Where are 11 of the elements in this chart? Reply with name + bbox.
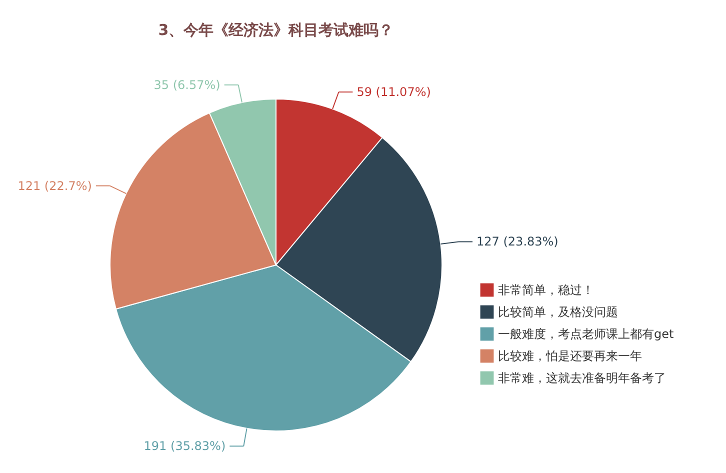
legend-label: 非常难，这就去准备明年备考了	[498, 371, 666, 385]
legend-label: 比较难，怕是还要再来一年	[498, 349, 642, 363]
chart-title: 3、今年《经济法》科目考试难吗？	[158, 21, 394, 39]
legend-label: 一般难度，考点老师课上都有get	[498, 327, 674, 341]
legend-label: 比较简单，及格没问题	[498, 305, 618, 319]
data-label: 121 (22.7%)	[18, 178, 92, 193]
legend-label: 非常简单，稳过！	[498, 283, 594, 297]
data-label: 35 (6.57%)	[154, 78, 220, 92]
data-label: 59 (11.07%)	[356, 85, 431, 100]
data-label: 127 (23.83%)	[476, 234, 558, 249]
data-label: 191 (35.83%)	[144, 439, 226, 454]
